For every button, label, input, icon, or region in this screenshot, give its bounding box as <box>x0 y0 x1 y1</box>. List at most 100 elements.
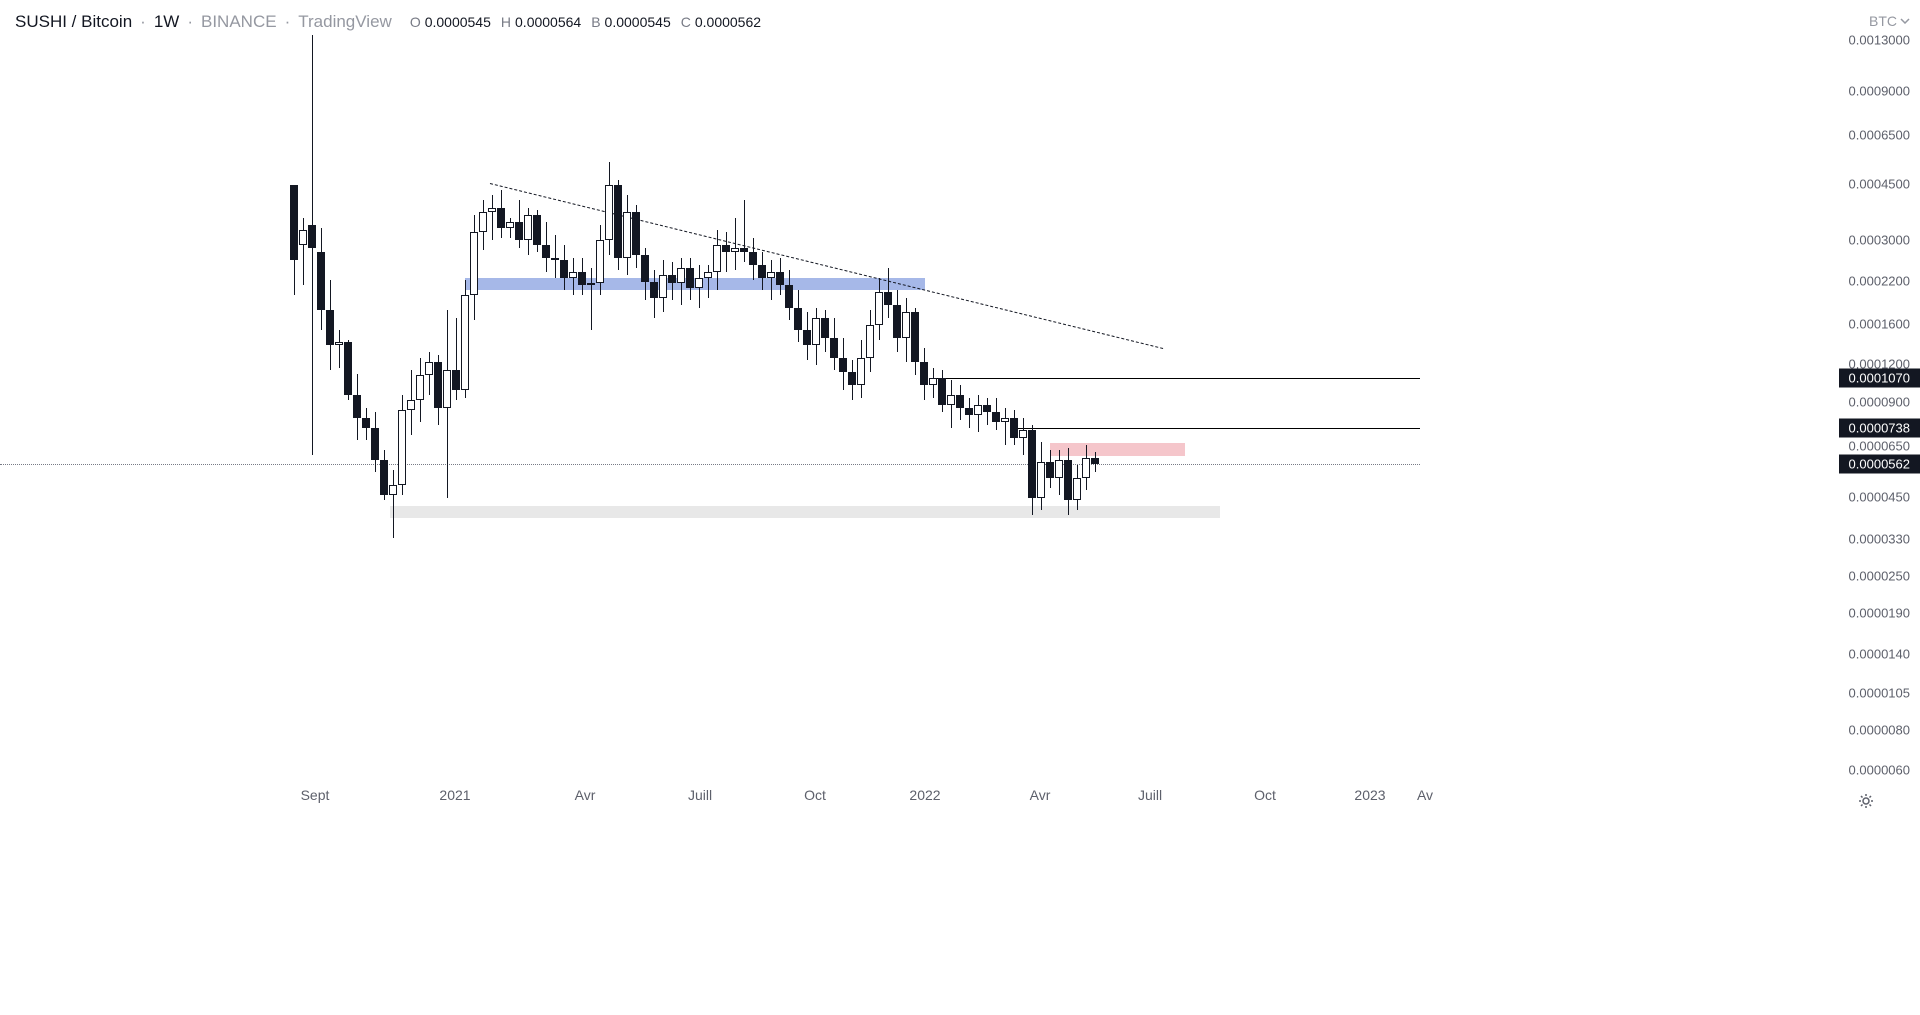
candle-wick <box>735 218 736 270</box>
gray-zone[interactable] <box>390 506 1220 518</box>
candle-body <box>974 405 982 415</box>
time-tick: Av <box>1417 787 1433 803</box>
time-tick: Sept <box>301 787 330 803</box>
time-axis[interactable]: Sept2021AvrJuillOct2022AvrJuillOct2023Av <box>0 787 1420 815</box>
candle-body <box>947 395 955 405</box>
price-axis[interactable]: 0.0013000 0.0009000 0.0006500 0.0004500 0.00… <box>1830 0 1920 780</box>
candle-body <box>380 460 388 495</box>
candle-body <box>875 292 883 325</box>
candle-body <box>830 338 838 358</box>
time-tick: Juill <box>688 787 712 803</box>
candle-body <box>605 185 613 240</box>
price-tick: 0.0006500 <box>1849 128 1910 143</box>
candle-body <box>506 222 514 228</box>
candle-body <box>749 252 757 265</box>
candle-body <box>587 283 595 285</box>
candle-wick <box>771 260 772 300</box>
candle-body <box>704 272 712 278</box>
price-tick: 0.0013000 <box>1849 33 1910 48</box>
candle-body <box>578 272 586 285</box>
candle-body <box>848 372 856 385</box>
price-tick: 0.0009000 <box>1849 84 1910 99</box>
time-tick: Juill <box>1138 787 1162 803</box>
candle-wick <box>510 218 511 238</box>
candle-body <box>434 362 442 408</box>
candle-body <box>839 358 847 372</box>
candle-body <box>299 230 307 245</box>
candle-body <box>398 410 406 485</box>
price-tag: 0.0000738 <box>1839 419 1920 438</box>
candle-body <box>686 268 694 288</box>
pink-zone[interactable] <box>1050 443 1185 456</box>
candle-body <box>317 252 325 310</box>
time-tick: Oct <box>1254 787 1276 803</box>
candle-wick <box>591 268 592 330</box>
price-tag: 0.0000562 <box>1839 455 1920 474</box>
candle-body <box>767 272 775 278</box>
settings-icon[interactable] <box>1857 792 1875 810</box>
candle-body <box>956 395 964 408</box>
candle-body <box>1064 460 1072 500</box>
candle-body <box>290 185 298 260</box>
candle-body <box>614 185 622 258</box>
time-tick: Avr <box>1030 787 1051 803</box>
candle-body <box>533 215 541 245</box>
candle-wick <box>339 330 340 368</box>
time-tick: Avr <box>575 787 596 803</box>
candle-body <box>992 412 1000 422</box>
horizontal-line[interactable] <box>929 378 1420 379</box>
current-price-line <box>0 464 1420 465</box>
candle-body <box>1055 460 1063 478</box>
candle-body <box>308 225 316 248</box>
candle-body <box>659 275 667 298</box>
candle-body <box>515 222 523 240</box>
price-tick: 0.0003000 <box>1849 233 1910 248</box>
chart-canvas[interactable] <box>0 0 1420 780</box>
candle-body <box>803 330 811 345</box>
candle-body <box>353 395 361 418</box>
candle-body <box>812 318 820 345</box>
candle-body <box>596 240 604 283</box>
candle-body <box>551 258 559 260</box>
candle-body <box>668 275 676 283</box>
candle-wick <box>303 218 304 285</box>
time-tick: Oct <box>804 787 826 803</box>
time-tick: 2023 <box>1354 787 1385 803</box>
candle-wick <box>726 232 727 272</box>
price-tick: 0.0000190 <box>1849 606 1910 621</box>
candle-body <box>425 362 433 375</box>
candle-wick <box>708 265 709 298</box>
price-tick: 0.0000080 <box>1849 723 1910 738</box>
candle-body <box>695 278 703 288</box>
price-tick: 0.0000900 <box>1849 395 1910 410</box>
candle-body <box>335 342 343 345</box>
price-tick: 0.0000060 <box>1849 763 1910 778</box>
candle-wick <box>393 470 394 538</box>
candle-body <box>362 418 370 428</box>
price-tick: 0.0000650 <box>1849 439 1910 454</box>
price-tick: 0.0004500 <box>1849 177 1910 192</box>
price-tag: 0.0001070 <box>1839 369 1920 388</box>
candle-wick <box>492 195 493 240</box>
candle-body <box>443 370 451 408</box>
candle-body <box>1082 458 1090 478</box>
candle-body <box>902 312 910 338</box>
candle-body <box>524 215 532 240</box>
candle-body <box>965 408 973 415</box>
candle-body <box>1091 458 1099 464</box>
candle-body <box>1028 430 1036 498</box>
candle-body <box>416 375 424 400</box>
candle-body <box>497 208 505 228</box>
time-tick: 2021 <box>439 787 470 803</box>
candle-body <box>479 212 487 232</box>
candle-body <box>1046 462 1054 478</box>
candle-body <box>1019 430 1027 438</box>
candle-body <box>713 245 721 272</box>
candle-wick <box>555 235 556 278</box>
candle-body <box>470 232 478 295</box>
price-tick: 0.0000140 <box>1849 647 1910 662</box>
time-tick: 2022 <box>909 787 940 803</box>
price-tick: 0.0000450 <box>1849 490 1910 505</box>
candle-body <box>569 272 577 278</box>
horizontal-line[interactable] <box>1010 428 1420 429</box>
